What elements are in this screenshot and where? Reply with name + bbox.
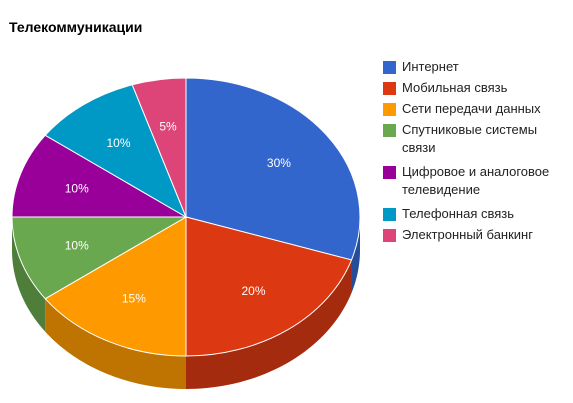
chart-title: Телекоммуникации xyxy=(9,19,143,35)
pie-slice-label-5: 10% xyxy=(65,182,89,196)
legend-swatch xyxy=(383,208,396,221)
pie-side-3 xyxy=(45,298,187,389)
legend-label: Электронный банкинг xyxy=(402,227,533,242)
pie-slice-label-6: 10% xyxy=(106,136,130,150)
legend-label: Интернет xyxy=(402,59,459,74)
pie-side-4 xyxy=(12,217,46,332)
pie-slice-4[interactable] xyxy=(11,216,188,300)
legend-swatch xyxy=(383,103,396,116)
pie-slice-6[interactable] xyxy=(44,84,188,219)
pie-side-2 xyxy=(186,259,352,389)
legend-label: Сети передачи данных xyxy=(402,101,541,116)
legend-swatch xyxy=(383,124,396,137)
pie-slice-label-2: 20% xyxy=(241,284,265,298)
legend-swatch xyxy=(383,229,396,242)
pie-slice-7[interactable] xyxy=(131,77,187,218)
pie-slice-1[interactable] xyxy=(185,77,361,261)
pie-sides xyxy=(12,217,360,389)
legend-swatch xyxy=(383,82,396,95)
pie-slice-3[interactable] xyxy=(44,216,187,357)
pie-slice-label-4: 10% xyxy=(65,238,89,252)
pie-slice-5[interactable] xyxy=(11,134,188,218)
legend-label: Телефонная связь xyxy=(402,206,515,221)
legend-swatch xyxy=(383,61,396,74)
pie-side-1 xyxy=(351,217,360,293)
pie-slice-label-3: 15% xyxy=(122,292,146,306)
pie-tops xyxy=(11,77,361,357)
legend-label: Спутниковые системы связи xyxy=(402,122,538,155)
pie-slice-label-7: 5% xyxy=(159,119,177,133)
pie-slice-label-1: 30% xyxy=(267,156,291,170)
legend-swatch xyxy=(383,166,396,179)
legend-label: Мобильная связь xyxy=(402,80,508,95)
pie-labels: 30% 20% 15% 10% 10% 10% 5% xyxy=(65,119,291,305)
pie-slice-2[interactable] xyxy=(185,216,353,357)
legend-label: Цифровое и аналоговое телевидение xyxy=(402,164,550,197)
